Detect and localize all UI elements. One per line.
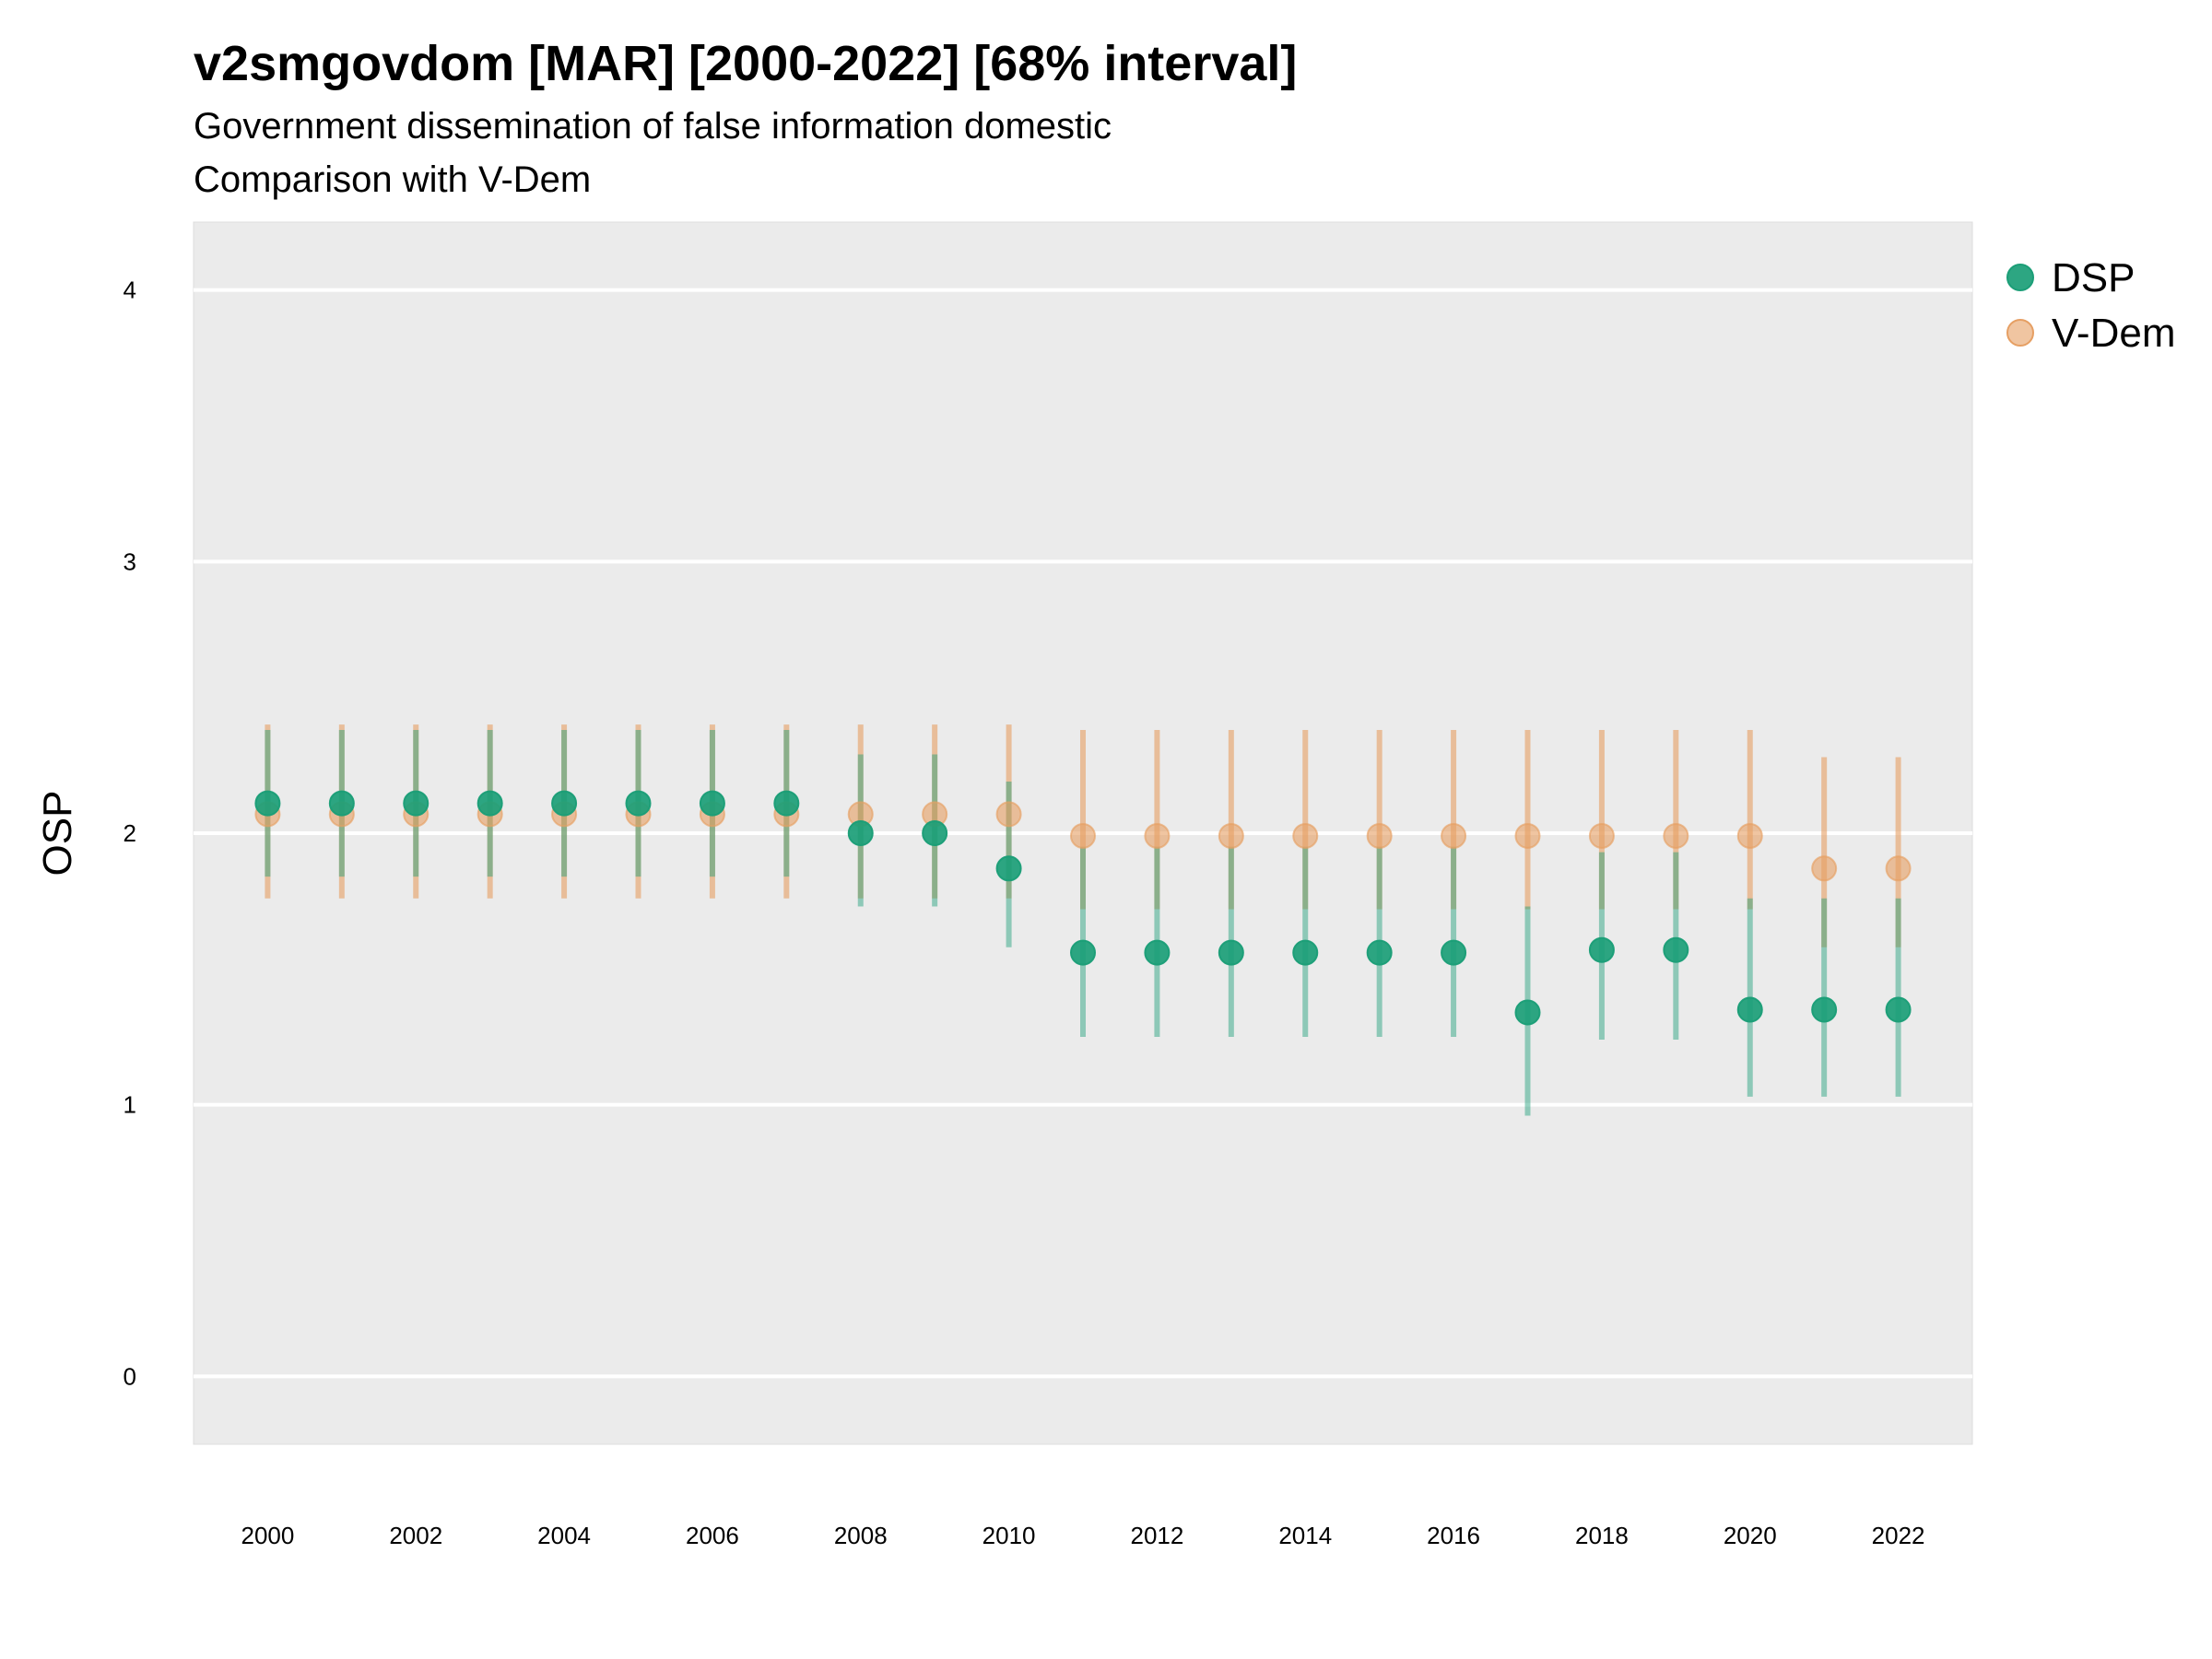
vdem-point <box>1514 822 1541 849</box>
x-tick-label: 2022 <box>1872 1522 1925 1549</box>
dsp-legend-key <box>2006 264 2034 291</box>
vdem-point <box>1070 822 1096 849</box>
dsp-point <box>1885 996 1912 1023</box>
data-marks <box>254 724 1912 1116</box>
dsp-point <box>477 790 503 817</box>
dsp-point <box>625 790 652 817</box>
y-axis-title: OSP <box>35 791 80 877</box>
y-tick-label: 4 <box>124 276 136 304</box>
vdem-point <box>1736 822 1763 849</box>
dsp-point <box>1514 999 1541 1026</box>
dsp-point <box>773 790 800 817</box>
dsp-point <box>847 820 874 846</box>
vdem-point <box>1292 822 1319 849</box>
legend: DSP V-Dem <box>2006 255 2175 356</box>
x-tick-label: 2012 <box>1130 1522 1183 1549</box>
dsp-point <box>1811 996 1838 1023</box>
vdem-point <box>1663 822 1689 849</box>
dsp-legend-label: DSP <box>2052 255 2135 300</box>
y-tick-label: 1 <box>124 1091 136 1119</box>
x-tick-label: 2014 <box>1278 1522 1332 1549</box>
vdem-legend-key <box>2006 319 2034 347</box>
vdem-legend-label: V-Dem <box>2052 311 2175 356</box>
vdem-point <box>1811 855 1838 882</box>
x-tick-labels: 2000 2002 2004 2006 2008 2010 2012 2014 2016 2018… <box>241 1522 1924 1549</box>
x-tick-label: 2008 <box>834 1522 888 1549</box>
x-tick-label: 2004 <box>537 1522 591 1549</box>
vdem-point <box>995 801 1022 828</box>
dsp-point <box>1736 996 1763 1023</box>
chart-subtitle-comparison: Comparison with V-Dem <box>194 159 592 200</box>
dsp-point <box>551 790 578 817</box>
dsp-point <box>699 790 725 817</box>
x-tick-label: 2002 <box>389 1522 442 1549</box>
dsp-point <box>254 790 281 817</box>
dsp-point <box>328 790 355 817</box>
x-tick-label: 2000 <box>241 1522 294 1549</box>
vdem-point <box>1144 822 1171 849</box>
dsp-point <box>995 855 1022 882</box>
x-tick-label: 2016 <box>1427 1522 1480 1549</box>
x-tick-label: 2018 <box>1575 1522 1629 1549</box>
dsp-point <box>403 790 429 817</box>
y-tick-label: 2 <box>124 819 136 847</box>
vdem-point <box>1588 822 1615 849</box>
x-tick-label: 2020 <box>1724 1522 1777 1549</box>
dsp-point <box>1663 936 1689 963</box>
y-tick-label: 0 <box>124 1362 136 1390</box>
vdem-point <box>1218 822 1244 849</box>
dsp-point <box>1218 939 1244 966</box>
vdem-point <box>1441 822 1467 849</box>
dsp-point <box>1588 936 1615 963</box>
vdem-point <box>1885 855 1912 882</box>
chart-title: v2smgovdom [MAR] [2000-2022] [68% interv… <box>194 36 1298 91</box>
dsp-point <box>1366 939 1393 966</box>
vdem-point <box>1366 822 1393 849</box>
dsp-point <box>1441 939 1467 966</box>
x-tick-label: 2010 <box>982 1522 1036 1549</box>
dsp-point <box>1144 939 1171 966</box>
y-tick-labels: 0 1 2 3 4 <box>124 276 136 1391</box>
y-tick-label: 3 <box>124 547 136 575</box>
x-tick-label: 2006 <box>686 1522 739 1549</box>
dsp-point <box>1292 939 1319 966</box>
dsp-point <box>1070 939 1096 966</box>
chart-subtitle: Government dissemination of false inform… <box>194 106 1112 147</box>
dsp-point <box>922 820 948 846</box>
